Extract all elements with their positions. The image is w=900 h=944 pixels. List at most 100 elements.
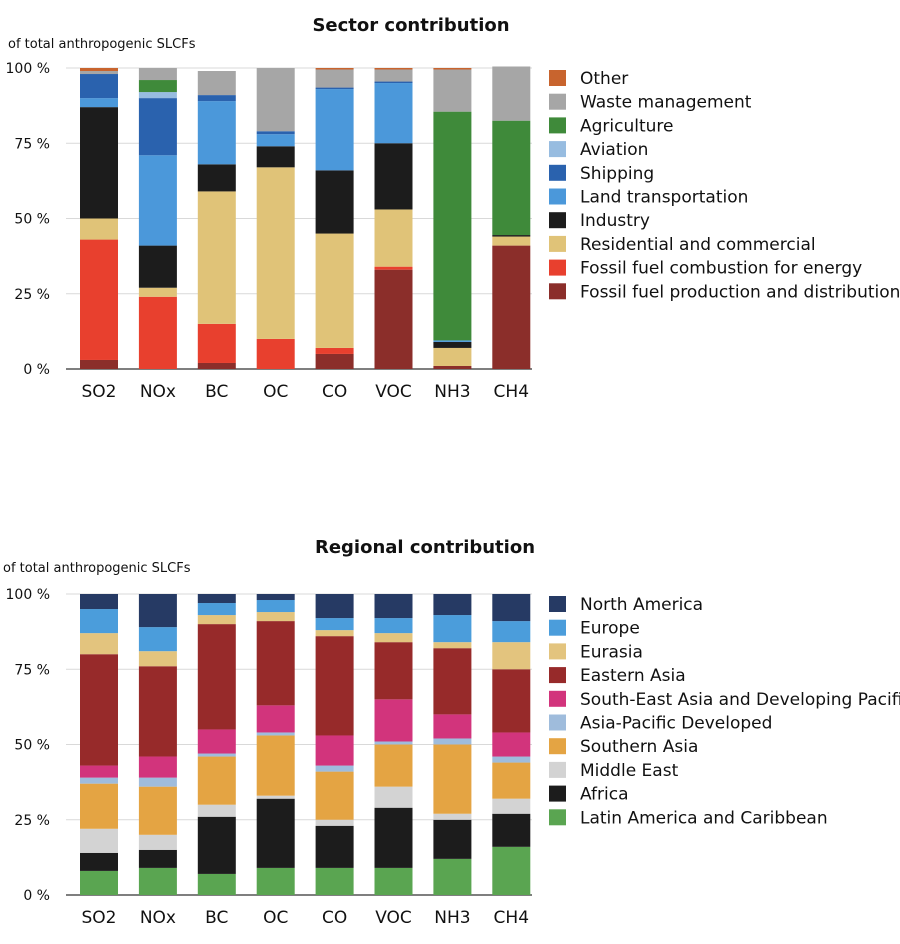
- bar-segment: NOx — Agriculture: 4%: [138, 80, 177, 93]
- bar-segment: SO2 — Fossil fuel production and distrib…: [80, 359, 118, 369]
- bar-segment: CH4 — Waste management: 18%: [492, 66, 531, 121]
- bar-segment: CH4 — Africa: 11%: [492, 813, 531, 847]
- bar-segment: OC — Fossil fuel combustion for energy: …: [256, 338, 295, 369]
- x-tick-label: NH3: [434, 908, 470, 928]
- bar-segment: NH3 — Middle East: 2%: [433, 813, 472, 820]
- y-tick-label: 100 %: [6, 587, 50, 603]
- bar-segment: VOC — Shipping: 0.5%: [374, 81, 413, 84]
- legend-entry: Fossil fuel combustion for energy: [580, 259, 862, 279]
- bar-segment: NH3 — Agriculture: 76%: [433, 111, 472, 341]
- bar-segment: SO2 — Shipping: 8%: [80, 74, 118, 99]
- bar-segment: NOx — Middle East: 5%: [138, 834, 177, 850]
- bar-segment: BC — North America: 3%: [197, 594, 236, 604]
- legend-entry: Shipping: [580, 164, 654, 184]
- y-tick-label: 75 %: [14, 662, 50, 678]
- bar-segment: BC — Fossil fuel combustion for energy: …: [197, 323, 236, 363]
- bar-segment: CH4 — Residential and commercial: 3%: [492, 236, 531, 246]
- legend-swatch: [549, 714, 566, 731]
- legend-entry: Aviation: [580, 140, 648, 160]
- bar-segment: SO2 — Latin America and Caribbean: 8%: [80, 870, 118, 895]
- y-tick-label: 50 %: [14, 212, 50, 228]
- bar-segment: VOC — Latin America and Caribbean: 9%: [374, 867, 413, 895]
- bar-segment: BC — Residential and commercial: 44%: [197, 191, 236, 324]
- bar-segment: CH4 — South-East Asia and Developing Pac…: [492, 732, 531, 757]
- legend-swatch: [549, 667, 566, 684]
- bar-segment: OC — North America: 2%: [256, 594, 295, 601]
- bar-segment: NH3 — North America: 7%: [433, 594, 472, 616]
- bar-segment: CH4 — North America: 9%: [492, 594, 531, 622]
- bar-segment: OC — Eastern Asia: 28%: [256, 621, 295, 706]
- bar-segment: VOC — Other: 0.5%: [374, 68, 413, 70]
- bar-segment: VOC — Fossil fuel production and distrib…: [374, 269, 413, 369]
- legend-entry: Latin America and Caribbean: [580, 808, 828, 828]
- bar-segment: OC — Middle East: 1%: [256, 795, 295, 799]
- bar-segment: OC — Europe: 4%: [256, 600, 295, 613]
- bar-segment: NH3 — Eurasia: 2%: [433, 642, 472, 649]
- bar-segment: CO — Fossil fuel combustion for energy: …: [315, 347, 354, 354]
- bar-segment: OC — Southern Asia: 20%: [256, 735, 295, 796]
- bar-segment: NH3 — Southern Asia: 23%: [433, 744, 472, 814]
- bar-segment: CO — Residential and commercial: 38%: [315, 233, 354, 348]
- bar-segment: VOC — Fossil fuel combustion for energy:…: [374, 266, 413, 270]
- bar-segment: OC — South-East Asia and Developing Paci…: [256, 705, 295, 733]
- legend-swatch: [549, 619, 566, 636]
- legend-swatch: [549, 117, 566, 134]
- bar-segment: CO — Asia-Pacific Developed: 2%: [315, 765, 354, 772]
- x-tick-label: NOx: [140, 908, 176, 928]
- bar-segment: NH3 — Land transportation: 0.5%: [433, 340, 472, 342]
- x-tick-label: BC: [205, 382, 228, 402]
- legend-entry: Waste management: [580, 93, 752, 113]
- bar-segment: CO — Land transportation: 27%: [315, 89, 354, 171]
- bar-segment: VOC — North America: 8%: [374, 594, 413, 619]
- bar-segment: CO — Africa: 14%: [315, 825, 354, 868]
- legend-entry: South-East Asia and Developing Pacific: [580, 690, 900, 710]
- legend-entry: Africa: [580, 785, 629, 805]
- legend-entry: Southern Asia: [580, 737, 698, 757]
- bar-segment: NOx — Industry: 14%: [138, 245, 177, 288]
- bar-segment: VOC — Industry: 22%: [374, 143, 413, 210]
- y-tick-label: 75 %: [14, 136, 50, 152]
- bar-segment: BC — Eurasia: 3%: [197, 615, 236, 625]
- bar-segment: OC — Residential and commercial: 57%: [256, 167, 295, 339]
- y-tick-label: 25 %: [14, 813, 50, 829]
- legend-entry: Eastern Asia: [580, 666, 686, 686]
- bar-segment: OC — Latin America and Caribbean: 9%: [256, 867, 295, 895]
- bar-segment: CH4 — Industry: 0.5%: [492, 235, 531, 237]
- bar-segment: CO — Latin America and Caribbean: 9%: [315, 867, 354, 895]
- legend-swatch: [549, 141, 566, 158]
- bar-segment: NH3 — Fossil fuel production and distrib…: [433, 365, 472, 369]
- bar-segment: NOx — Eurasia: 5%: [138, 651, 177, 667]
- bar-segment: CO — Waste management: 6%: [315, 69, 354, 88]
- regional-contribution-chart: Regional contribution of total anthropog…: [3, 537, 900, 928]
- legend-swatch: [549, 283, 566, 300]
- bar-segment: VOC — Europe: 5%: [374, 618, 413, 634]
- bar-segment: CO — Middle East: 2%: [315, 819, 354, 826]
- bar-segment: VOC — Land transportation: 20%: [374, 83, 413, 144]
- bar-segment: BC — South-East Asia and Developing Paci…: [197, 729, 236, 754]
- legend-entry: Agriculture: [580, 116, 674, 136]
- legend-entry: Asia-Pacific Developed: [580, 714, 772, 734]
- bar-segment: BC — Africa: 19%: [197, 816, 236, 874]
- y-tick-label: 50 %: [14, 738, 50, 754]
- bar-segment: SO2 — Eurasia: 7%: [80, 633, 118, 655]
- bar-segment: SO2 — Other: 1%: [80, 68, 118, 72]
- bar-segment: NH3 — Asia-Pacific Developed: 2%: [433, 738, 472, 745]
- y-axis-label: of total anthropogenic SLCFs: [3, 561, 191, 576]
- legend-entry: Residential and commercial: [580, 235, 816, 255]
- bar-segment: VOC — Middle East: 7%: [374, 786, 413, 808]
- legend-entry: Industry: [580, 211, 650, 231]
- bar-segment: NH3 — Latin America and Caribbean: 12%: [433, 858, 472, 895]
- bar-segment: VOC — Eurasia: 3%: [374, 633, 413, 643]
- bar-segment: SO2 — Eastern Asia: 37%: [80, 654, 118, 766]
- bar-segment: CO — Fossil fuel production and distribu…: [315, 353, 354, 369]
- bar-segment: BC — Southern Asia: 16%: [197, 756, 236, 805]
- bar-segment: CO — Southern Asia: 16%: [315, 771, 354, 820]
- legend-entry: Land transportation: [580, 188, 748, 208]
- x-tick-label: CH4: [494, 382, 529, 402]
- bar-segment: NOx — Latin America and Caribbean: 9%: [138, 867, 177, 895]
- bar-segment: NH3 — Other: 0.5%: [433, 68, 472, 70]
- bar-segment: CO — Other: 0.5%: [315, 68, 354, 70]
- bar-segment: SO2 — Asia-Pacific Developed: 2%: [80, 777, 118, 784]
- x-tick-label: CH4: [494, 908, 529, 928]
